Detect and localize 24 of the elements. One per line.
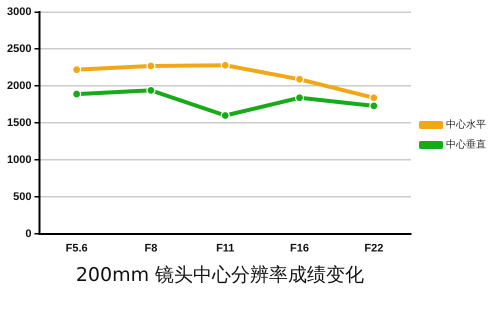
y-tick-label: 2500 bbox=[6, 43, 32, 55]
y-tick-label: 0 bbox=[25, 228, 32, 240]
point bbox=[220, 60, 230, 70]
point bbox=[72, 89, 82, 99]
point bbox=[294, 93, 304, 102]
point bbox=[146, 86, 156, 95]
point bbox=[294, 74, 304, 84]
x-tick-label: F22 bbox=[364, 242, 384, 254]
point bbox=[220, 110, 230, 120]
legend-label: 中心水平 bbox=[446, 118, 486, 131]
point bbox=[72, 65, 82, 74]
y-tick-label: 500 bbox=[13, 190, 32, 203]
x-tick-label: F5.6 bbox=[66, 242, 88, 254]
y-tick-label: 2000 bbox=[6, 80, 32, 92]
point bbox=[369, 93, 378, 102]
point bbox=[146, 61, 156, 71]
text: 200mm 镜头中心分辨率成绩变化 bbox=[74, 263, 366, 288]
x-tick-label: F16 bbox=[290, 242, 310, 254]
y-tick-label: 3000 bbox=[6, 6, 32, 18]
y-tick-label: 1000 bbox=[6, 154, 32, 166]
x-tick-label: F8 bbox=[144, 242, 158, 254]
x-tick-label: F11 bbox=[216, 242, 234, 254]
y-tick-label: 1500 bbox=[6, 116, 32, 129]
legend-label: 中心垂直 bbox=[446, 138, 486, 151]
